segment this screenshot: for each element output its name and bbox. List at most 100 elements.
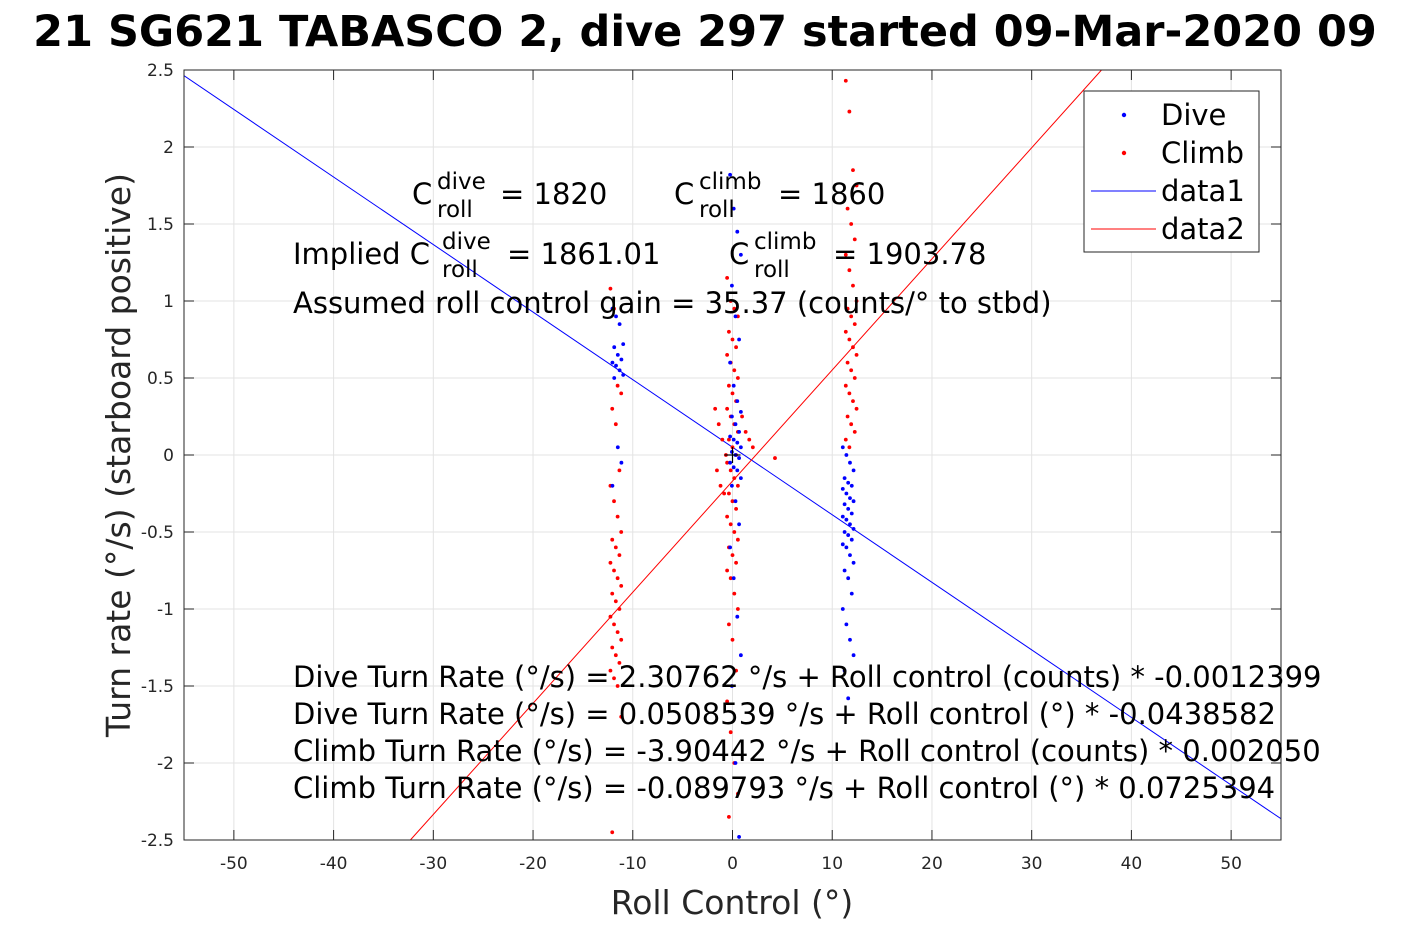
dive-point — [842, 530, 847, 534]
climb-point — [610, 591, 615, 596]
climb-point — [725, 699, 730, 704]
data-points — [608, 78, 859, 839]
x-tick-label: -10 — [619, 854, 647, 874]
climb-point — [619, 391, 624, 396]
y-tick-label: 2 — [163, 138, 174, 158]
climb-point — [613, 545, 618, 550]
dive-point — [848, 553, 852, 557]
dive-point — [612, 345, 617, 350]
climb-point — [610, 406, 615, 411]
climb-point — [852, 376, 857, 380]
dive-point — [614, 363, 618, 368]
implied-climb-base: C — [729, 237, 749, 271]
x-tick-label: 10 — [821, 854, 843, 874]
climb-point — [615, 684, 620, 688]
y-axis-label: Turn rate (°/s) (starboard positive) — [99, 173, 138, 738]
climb-point — [843, 437, 848, 442]
x-tick-label: 20 — [921, 854, 943, 874]
dive-point — [738, 409, 743, 414]
tick-labels: -50 -40 -30 -20 -10 0 10 20 30 40 50-2.5-2-1.5-1-0… — [141, 61, 1242, 874]
dive-point — [738, 445, 743, 450]
dive-point — [737, 835, 741, 839]
dive-point — [733, 314, 738, 319]
dive-point — [730, 483, 734, 488]
dive-point — [733, 761, 738, 765]
dive-point — [851, 560, 856, 565]
dive-point — [621, 342, 626, 347]
dive-point — [848, 522, 852, 527]
dive-point — [737, 522, 741, 527]
climb-point — [608, 286, 613, 291]
implied-dive-prefix: Implied C — [293, 237, 430, 271]
dive-point — [731, 383, 736, 388]
climb-point — [735, 607, 740, 611]
climb-point — [747, 437, 752, 442]
dive-point — [612, 376, 617, 380]
axes-box — [183, 69, 1282, 841]
climb-point — [847, 337, 852, 342]
climb-point — [847, 445, 852, 450]
dive-point — [849, 591, 854, 596]
climb-point — [725, 406, 730, 411]
implied-annotation: Implied C dive roll = 1861.01 C climb ro… — [293, 229, 986, 283]
climb-point — [851, 345, 855, 350]
dive-point — [738, 653, 743, 658]
climb-point — [725, 460, 730, 465]
dive-point — [615, 353, 620, 357]
climb-point — [730, 499, 735, 504]
climb-point — [727, 815, 731, 819]
climb-point — [610, 537, 615, 542]
dive-point — [840, 607, 845, 611]
data2-fit-line — [410, 70, 1102, 840]
y-tick-label: -2 — [157, 754, 174, 774]
climb-point — [725, 353, 730, 357]
dive-point — [846, 480, 851, 485]
climb-point — [615, 514, 620, 519]
climb-point — [735, 483, 740, 488]
x-tick-label: -50 — [220, 854, 248, 874]
dive-point — [737, 337, 741, 342]
climb-point — [617, 468, 622, 473]
dive-point — [731, 576, 736, 581]
climb-point — [730, 337, 735, 342]
climb-point — [845, 360, 850, 365]
climb-point — [730, 553, 735, 557]
climb-point — [612, 622, 616, 627]
climb-point — [727, 491, 731, 496]
climb-point — [732, 368, 737, 373]
dive-point — [735, 440, 740, 445]
dive-point — [842, 668, 847, 673]
y-tick-label: 0.5 — [147, 369, 174, 389]
dive-point — [619, 460, 624, 465]
legend-box — [1083, 90, 1260, 253]
dive-point — [610, 360, 615, 365]
climb-point — [728, 576, 733, 581]
c-climb-base: C — [674, 177, 694, 211]
climb-point — [727, 437, 731, 442]
legend: Dive Climb data1 data2 — [1083, 90, 1260, 253]
dive-point — [844, 491, 849, 496]
dive-point — [849, 537, 854, 542]
dive-point — [846, 696, 851, 701]
climb-point — [843, 78, 848, 83]
y-tick-label: 2.5 — [147, 61, 174, 81]
dive-point — [730, 283, 734, 288]
dive-point — [731, 437, 736, 442]
climb-point — [735, 791, 740, 796]
climb-point — [735, 537, 740, 542]
dive-point — [737, 456, 741, 460]
dive-point — [846, 507, 851, 511]
climb-point — [843, 383, 848, 388]
climb-point — [728, 468, 733, 473]
dive-point — [735, 468, 740, 473]
climb-point — [613, 422, 618, 427]
dive-point — [737, 430, 741, 434]
climb-point — [720, 437, 725, 442]
dive-point — [621, 373, 626, 377]
climb-point — [750, 445, 755, 450]
dive-point — [844, 545, 849, 550]
climb-point — [727, 622, 731, 627]
dive-point — [844, 622, 849, 627]
dive-point — [851, 499, 856, 504]
climb-point — [610, 645, 615, 650]
